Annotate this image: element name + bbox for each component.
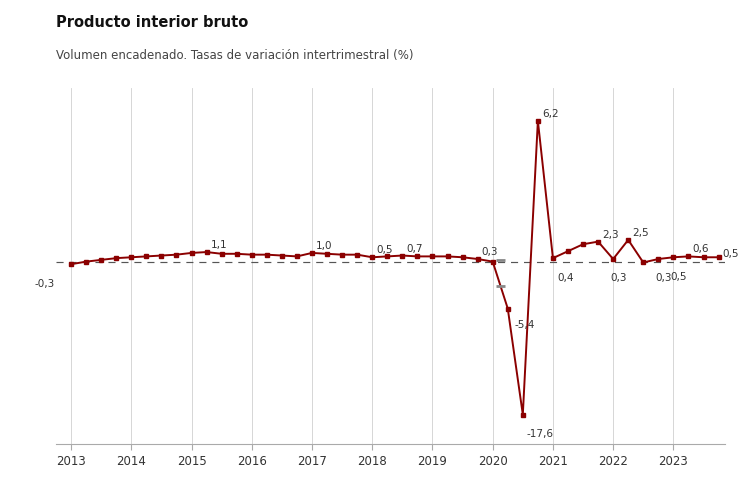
- Text: 0,5: 0,5: [376, 245, 393, 255]
- Text: 0,7: 0,7: [406, 244, 423, 254]
- Text: 0,5: 0,5: [671, 272, 687, 282]
- Text: 0,6: 0,6: [692, 244, 709, 254]
- Text: 2,3: 2,3: [602, 230, 619, 240]
- Text: 6,2: 6,2: [542, 109, 559, 119]
- Text: 0,5: 0,5: [723, 249, 740, 260]
- Text: -5,4: -5,4: [515, 320, 535, 330]
- Text: 0,3: 0,3: [656, 273, 672, 284]
- Text: Producto interior bruto: Producto interior bruto: [56, 15, 248, 30]
- Text: 0,3: 0,3: [482, 247, 498, 257]
- Text: -0,3: -0,3: [34, 279, 55, 289]
- Text: 1,0: 1,0: [316, 241, 332, 251]
- Text: 1,1: 1,1: [211, 240, 227, 250]
- Text: 0,4: 0,4: [557, 273, 574, 283]
- Text: 2,5: 2,5: [633, 228, 649, 238]
- Text: Volumen encadenado. Tasas de variación intertrimestral (%): Volumen encadenado. Tasas de variación i…: [56, 49, 414, 62]
- Text: 0,3: 0,3: [610, 273, 627, 284]
- Text: -17,6: -17,6: [527, 429, 554, 439]
